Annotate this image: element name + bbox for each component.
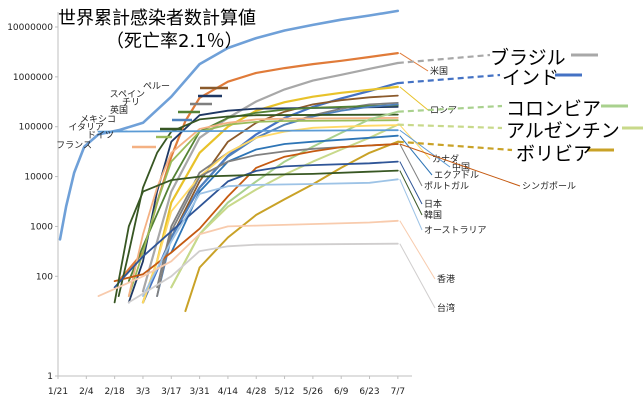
- series-label-24: 香港: [437, 273, 455, 285]
- legend-argentina: アルゼンチン: [506, 120, 620, 142]
- series-label-12: フランス: [56, 140, 92, 151]
- label-leader: [399, 124, 431, 160]
- label-leader: [399, 135, 433, 176]
- series-label-7: チリ: [122, 97, 140, 108]
- x-tick-label: 5/12: [274, 387, 294, 397]
- series-line-17: [97, 129, 399, 133]
- label-leader: [399, 220, 436, 280]
- label-leader: [399, 161, 423, 205]
- legend-brazil: ブラジル: [490, 47, 566, 69]
- legend-leader-13: [397, 104, 503, 113]
- x-tick-label: 5/26: [303, 387, 323, 397]
- y-tick-label: 10000: [24, 173, 53, 183]
- series-label-6: スペイン: [110, 90, 145, 100]
- series-line-25: [127, 242, 399, 304]
- series-line-4: [141, 85, 399, 304]
- series-line-16: [142, 124, 399, 304]
- series-label-22: 韓国: [424, 210, 442, 221]
- x-tick-label: 3/31: [189, 387, 209, 397]
- series-line-24: [97, 219, 399, 297]
- label-leader: [399, 170, 423, 216]
- series-label-4: ロシア: [430, 106, 457, 116]
- series-line-18: [170, 134, 399, 254]
- y-tick-label: 10000000: [7, 23, 53, 33]
- series-label-25: 台湾: [437, 302, 455, 314]
- x-tick-label: 3/17: [161, 387, 181, 397]
- legend-bolivia: ボリビア: [516, 143, 593, 165]
- series-label-19: ポルトガル: [424, 181, 469, 192]
- series-line-12: [127, 117, 399, 297]
- legend-leader-2: [397, 53, 491, 65]
- label-leader: [399, 143, 521, 187]
- series-label-9: メキシコ: [80, 115, 116, 125]
- y-tick-label: 1000000: [13, 73, 53, 83]
- series-line-15: [184, 140, 399, 313]
- legend-india: インド: [502, 67, 560, 89]
- series-label-11: ドイツ: [87, 131, 114, 141]
- label-leader: [399, 129, 451, 168]
- series-line-0: [58, 9, 400, 241]
- series-label-10: イタリア: [68, 122, 104, 133]
- series-line-22: [113, 169, 399, 304]
- series-line-6: [127, 106, 399, 304]
- label-leader: [399, 86, 429, 111]
- y-tick-label: 1000: [30, 222, 53, 232]
- legend-colombia: コロンビア: [506, 98, 602, 120]
- label-leader: [399, 179, 423, 231]
- x-tick-label: 4/14: [218, 387, 238, 397]
- series-label-8: 英国: [110, 104, 128, 116]
- x-tick-label: 4/28: [246, 387, 266, 397]
- x-tick-label: 3/3: [136, 387, 150, 397]
- y-tick-label: 100: [36, 272, 53, 282]
- legend-leader-3: [397, 73, 501, 85]
- label-leader: [399, 143, 423, 187]
- chart-subtitle: （死亡率2.1％）: [106, 31, 243, 52]
- x-tick-label: 2/18: [105, 387, 125, 397]
- x-tick-label: 7/7: [391, 387, 405, 397]
- x-tick-label: 1/21: [48, 387, 68, 397]
- series-line-23: [142, 178, 399, 297]
- x-tick-label: 2/4: [79, 387, 94, 397]
- y-tick-label: 1: [47, 372, 53, 382]
- label-leader: [399, 52, 429, 72]
- chart-title: 世界累計感染者数計算値: [58, 8, 256, 29]
- series-label-20: シンガポール: [522, 181, 576, 192]
- legend-leader-14: [397, 123, 503, 130]
- label-leader: [399, 243, 436, 309]
- legend-leader-15: [397, 140, 513, 152]
- series-label-23: オーストラリア: [424, 225, 487, 236]
- y-tick-label: 100000: [19, 123, 54, 133]
- series-label-5: ペルー: [143, 82, 170, 92]
- x-tick-label: 6/9: [334, 387, 349, 397]
- series-label-1: 米国: [430, 65, 448, 77]
- x-tick-label: 6/23: [359, 387, 379, 397]
- series-line-2: [141, 61, 399, 293]
- series-label-21: 日本: [424, 198, 442, 210]
- series-label-18: エクアドル: [434, 170, 479, 181]
